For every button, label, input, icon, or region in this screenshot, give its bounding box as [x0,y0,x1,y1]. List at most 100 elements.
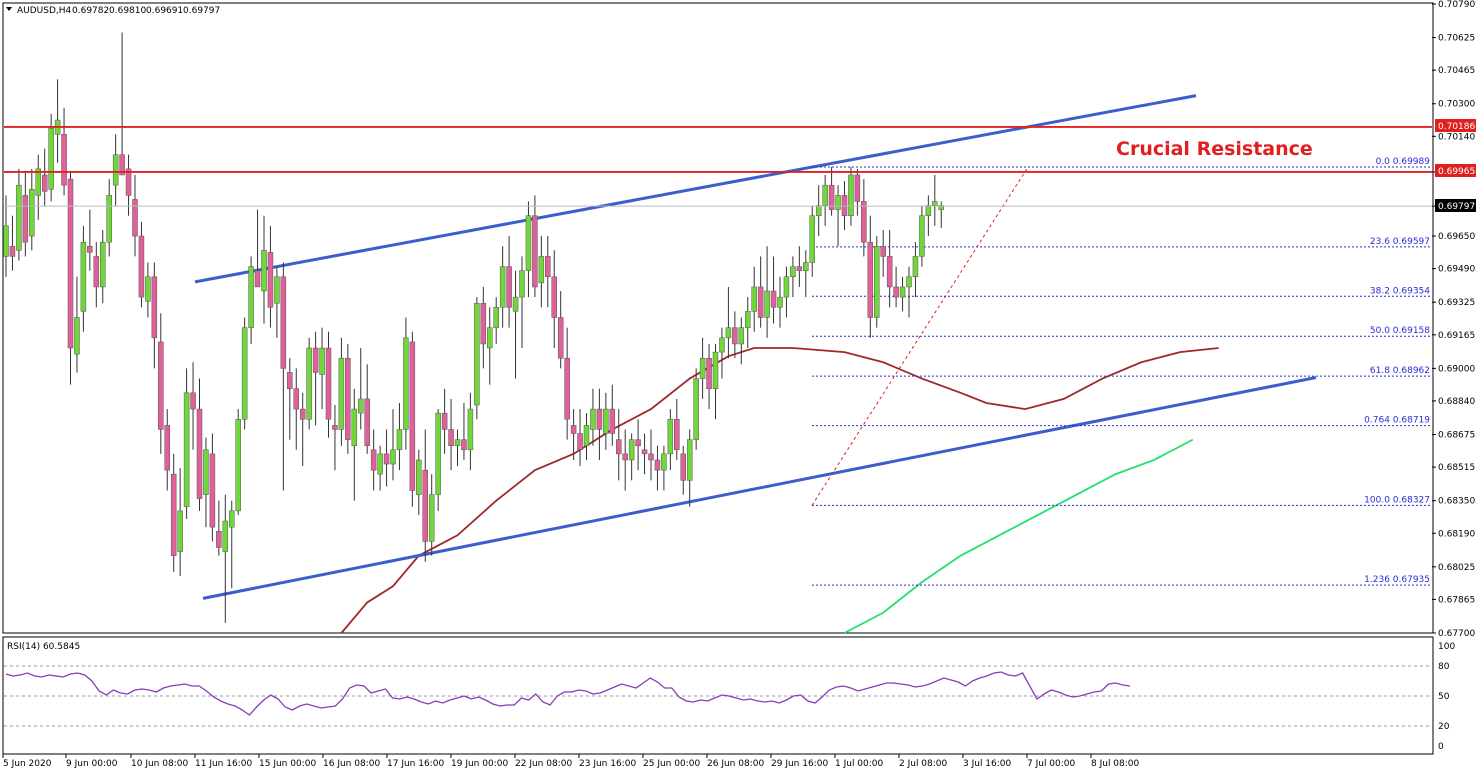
rsi-level-label: 100 [1438,642,1455,652]
candle-body [332,425,338,430]
candle-body [80,241,87,312]
time-tick-label: 19 Jun 00:00 [451,759,508,769]
candle-body [661,453,667,471]
candle-body [235,419,241,512]
time-tick-label: 10 Jun 08:00 [131,759,188,769]
price-tick-label: 0.69000 [1438,364,1475,374]
candle-body [151,276,158,339]
time-tick-label: 3 Jul 16:00 [963,759,1012,769]
time-tick-label: 25 Jun 00:00 [643,759,700,769]
candle-body [545,256,551,278]
candle-body [512,296,519,312]
candle-body [538,256,545,284]
resistance-layer [4,126,1432,207]
candle-body [100,241,106,288]
candle-body [396,429,403,451]
candle-body [828,184,835,210]
candle-body [912,256,919,278]
candle-body [693,378,699,440]
candles-layer [3,32,944,623]
candle-body [803,262,809,271]
time-tick-label: 5 Jun 2020 [3,759,52,769]
candle-body [358,398,364,414]
candle-body [519,270,525,298]
candle-body [409,341,416,491]
candle-body [854,174,861,202]
candle-body [764,290,770,318]
candle-body [422,469,428,542]
candle-body [67,178,74,349]
candle-body [183,392,190,508]
candle-body [596,408,603,430]
candle-body [564,357,570,420]
time-tick-label: 11 Jun 16:00 [195,759,252,769]
candle-body [164,425,170,471]
header-low: 0.69691 [146,6,183,16]
candle-body [925,205,932,216]
candle-body [254,270,261,288]
fibonacci-level-label: 50.0 0.69158 [1370,326,1430,336]
time-axis: 5 Jun 2020 9 Jun 00:00 10 Jun 08:00 11 Jun … [2,754,1140,769]
candle-body [390,449,396,465]
time-tick-label: 16 Jun 08:00 [323,759,380,769]
price-tick-label: 0.69165 [1438,331,1475,341]
candle-body [435,412,441,495]
time-tick-label: 26 Jun 08:00 [707,759,764,769]
candle-body [712,351,719,389]
candle-body [783,276,790,298]
header-high: 0.69810 [109,6,146,16]
candle-body [506,266,512,308]
candle-body [403,337,409,430]
price-tick-label: 0.70300 [1438,100,1475,110]
candle-body [145,276,151,302]
candle-body [532,215,538,288]
candle-body [383,453,390,465]
candle-body [738,327,745,345]
resistance-annotation: Crucial Resistance [1116,138,1313,160]
price-tick-label: 0.69325 [1438,298,1475,308]
price-tick-label: 0.70140 [1438,132,1475,142]
price-tick-label: 0.68350 [1438,497,1475,507]
candle-body [577,433,583,451]
candle-body [306,347,312,420]
rsi-level-label: 80 [1438,662,1450,672]
candle-body [487,327,493,349]
candle-body [319,347,325,375]
candle-body [338,357,345,430]
price-tick-label: 0.69650 [1438,232,1475,242]
header-symbol: AUDUSD,H4 [17,6,72,16]
candle-body [287,372,293,389]
candle-body [428,494,435,542]
fibonacci-level-label: 100.0 0.68327 [1364,495,1430,505]
candle-body [74,317,80,355]
candle-body [48,127,54,190]
candle-body [345,357,351,440]
chevron-down-icon[interactable] [6,7,12,11]
price-tick-label: 0.68675 [1438,431,1475,441]
fibonacci-level-label: 0.764 0.68719 [1364,416,1430,426]
candle-body [493,307,499,328]
candle-body [757,286,764,318]
candle-body [570,425,577,434]
rsi-indicator: 100 80 50 20 0 [4,642,1455,752]
fibonacci-level-label: 0.0 0.69989 [1376,157,1431,167]
fibonacci-level-label: 61.8 0.68962 [1370,366,1430,376]
current-price-tag: 0.69797 [1438,202,1475,212]
fibonacci-level-label: 1.236 0.67935 [1364,575,1430,585]
price-axis: 0.70790 0.70625 0.70465 0.70300 0.70140 0.699… [1432,0,1475,639]
candle-body [848,174,854,216]
candle-body [809,215,815,263]
candle-body [312,347,319,373]
candle-body [551,276,557,318]
candle-body [480,302,487,345]
candle-body [499,266,506,308]
price-tick-label: 0.67700 [1438,629,1475,639]
rsi-level-label: 20 [1438,722,1450,732]
candle-body [9,245,16,257]
candle-body [203,449,209,495]
rsi-label: RSI(14) 60.5845 [7,642,80,652]
candle-body [790,266,796,278]
fibonacci-layer: 0.0 0.69989 23.6 0.69597 38.2 0.69354 50.0 … [812,157,1431,586]
candle-body [628,439,635,461]
